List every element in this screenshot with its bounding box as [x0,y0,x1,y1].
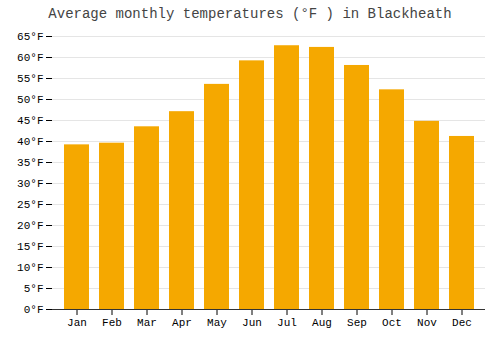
svg-text:Mar: Mar [137,317,157,329]
svg-text:55°F: 55°F [17,73,43,85]
svg-text:35°F: 35°F [17,157,43,169]
svg-text:Oct: Oct [382,317,402,329]
svg-text:Jul: Jul [277,317,297,329]
svg-text:Feb: Feb [102,317,122,329]
svg-text:30°F: 30°F [17,178,43,190]
svg-text:Jan: Jan [67,317,87,329]
svg-text:Jun: Jun [242,317,262,329]
svg-text:20°F: 20°F [17,220,43,232]
svg-text:15°F: 15°F [17,241,43,253]
svg-text:65°F: 65°F [17,31,43,43]
svg-text:Sep: Sep [347,317,367,329]
svg-text:Aug: Aug [312,317,332,329]
svg-text:0°F: 0°F [24,304,44,316]
svg-text:25°F: 25°F [17,199,43,211]
svg-text:60°F: 60°F [17,52,43,64]
svg-text:May: May [207,317,227,329]
svg-text:45°F: 45°F [17,115,43,127]
html-text:Average monthly temperatures (: Average monthly temperatures (°F ) in Bl… [48,6,452,22]
svg-text:Nov: Nov [417,317,437,329]
svg-text:Apr: Apr [172,317,192,329]
svg-text:40°F: 40°F [17,136,43,148]
svg-text:10°F: 10°F [17,262,43,274]
svg-text:5°F: 5°F [24,283,44,295]
svg-text:50°F: 50°F [17,94,43,106]
svg-text:Dec: Dec [452,317,472,329]
